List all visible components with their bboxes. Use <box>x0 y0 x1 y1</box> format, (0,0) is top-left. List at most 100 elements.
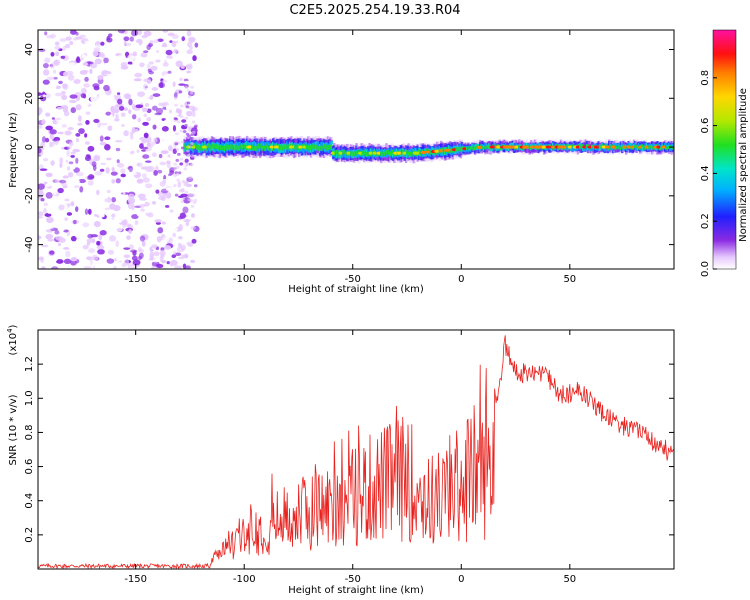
signal-cell <box>609 144 612 151</box>
snr-frame <box>37 329 675 570</box>
noise-cell <box>137 246 142 253</box>
noise-cell <box>78 128 85 134</box>
spectrogram-y-tick-label: -20 <box>24 188 35 204</box>
signal-cell <box>455 146 459 152</box>
signal-peak <box>514 145 520 149</box>
noise-cell <box>182 263 187 269</box>
noise-cell <box>108 33 113 38</box>
noise-cell <box>121 123 125 128</box>
signal-cell <box>285 145 288 151</box>
noise-cell <box>117 30 126 34</box>
noise-cell <box>93 213 99 217</box>
noise-cell <box>38 143 41 146</box>
noise-cell <box>47 148 54 154</box>
signal-cell <box>364 150 367 155</box>
spectrogram-y-label: Frequency (Hz) <box>8 112 19 188</box>
noise-cell <box>69 247 77 250</box>
noise-cell <box>185 265 191 269</box>
signal-peak <box>302 145 308 149</box>
signal-cell <box>279 145 283 151</box>
noise-cell <box>111 167 115 172</box>
noise-cell <box>65 36 72 41</box>
noise-cell <box>49 129 57 135</box>
noise-cell <box>165 182 171 186</box>
noise-cell <box>174 142 179 146</box>
signal-cell <box>609 144 612 148</box>
noise-cell <box>167 70 172 74</box>
signal-cell <box>614 146 617 150</box>
noise-cell <box>74 185 80 188</box>
noise-cell <box>115 178 121 184</box>
noise-cell <box>99 168 105 172</box>
spectrogram-x-tick-label: -150 <box>124 274 147 285</box>
signal-cell <box>615 143 619 150</box>
noise-cell <box>70 178 76 182</box>
noise-cell <box>166 160 171 164</box>
snr-series-line <box>38 335 674 569</box>
noise-cell <box>120 168 126 174</box>
noise-cell <box>112 265 118 269</box>
signal-cell <box>256 146 259 151</box>
spectrogram-x-tick-label: -100 <box>233 274 256 285</box>
signal-cell <box>579 143 582 149</box>
noise-cell <box>46 76 54 81</box>
signal-cell <box>321 145 324 151</box>
noise-cell <box>123 36 130 42</box>
noise-cell <box>145 254 149 260</box>
signal-peak <box>612 145 618 149</box>
noise-cell <box>187 41 192 48</box>
noise-cell <box>157 227 164 234</box>
signal-peak <box>622 145 628 149</box>
noise-cell <box>88 192 92 198</box>
noise-cell <box>108 235 117 242</box>
noise-cell <box>179 162 183 166</box>
noise-cell <box>111 152 117 156</box>
noise-cell <box>159 161 167 166</box>
noise-cell <box>186 49 193 55</box>
signal-peak <box>587 145 593 149</box>
noise-cell <box>160 145 166 149</box>
noise-cell <box>188 145 192 149</box>
noise-cell <box>183 253 189 259</box>
noise-cell <box>49 133 54 140</box>
noise-cell <box>142 177 151 183</box>
noise-cell <box>79 34 86 38</box>
noise-cell <box>144 102 150 108</box>
noise-cell <box>186 110 193 117</box>
noise-cell <box>190 204 195 208</box>
noise-cell <box>102 203 108 209</box>
noise-cell <box>192 55 197 62</box>
noise-cell <box>191 213 195 218</box>
spectrogram-y-ticks: -40 -20 0 20 40 <box>24 43 674 253</box>
noise-cell <box>191 238 197 244</box>
signal-cell <box>406 149 409 155</box>
noise-cell <box>131 103 136 110</box>
noise-cell <box>43 202 48 207</box>
signal-cell <box>472 143 475 150</box>
signal-cell <box>330 145 334 150</box>
noise-cell <box>58 204 65 211</box>
noise-cell <box>107 249 115 255</box>
noise-cell <box>171 41 177 48</box>
noise-cell <box>101 30 109 38</box>
noise-cell <box>93 155 101 161</box>
spectrogram-marks <box>38 30 674 269</box>
signal-cell <box>365 151 369 157</box>
noise-cell <box>81 40 85 44</box>
signal-cell <box>481 145 485 149</box>
noise-cell <box>177 152 181 156</box>
noise-cell <box>63 110 70 117</box>
noise-cell <box>149 246 153 252</box>
noise-cell <box>87 208 92 215</box>
noise-cell <box>122 191 126 195</box>
noise-cell <box>191 72 196 78</box>
signal-peak <box>421 150 427 154</box>
signal-cell <box>466 146 469 151</box>
signal-cell <box>456 147 460 152</box>
signal-cell <box>242 144 245 150</box>
colorbar-gradient <box>712 29 737 270</box>
noise-cell <box>172 248 177 252</box>
noise-cell <box>187 154 192 158</box>
noise-cell <box>185 64 191 69</box>
noise-cell <box>67 126 74 131</box>
